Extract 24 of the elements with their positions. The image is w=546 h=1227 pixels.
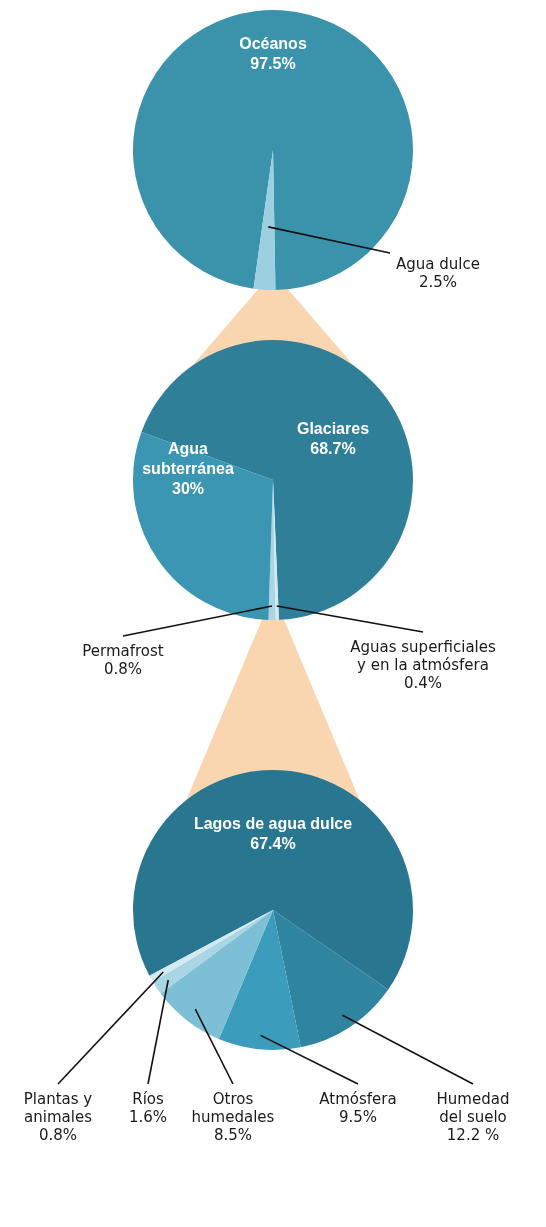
data-label: 12.2 % [446,1125,500,1144]
data-label: 67.4% [250,835,296,853]
data-label: 9.5% [338,1107,378,1126]
slice-label: Plantas y animales [23,1089,93,1126]
data-label: 1.6% [128,1107,168,1126]
slice-label: Humedad del suelo [436,1089,510,1126]
data-label: 97.5% [250,55,296,73]
slice-label: Océanos [239,35,307,53]
slice-label: Aguas superficiales y en la atmósfera [350,637,496,674]
slice-label: Lagos de agua dulce [193,815,353,833]
data-label: 68.7% [310,440,356,458]
slice-label: Ríos [132,1089,164,1108]
data-label: 0.4% [403,673,443,692]
slice-label: Agua subterránea [142,440,234,478]
slice-label: Glaciares [296,420,370,438]
data-label: 8.5% [213,1125,253,1144]
slice-label: Permafrost [82,641,164,660]
data-label: 2.5% [418,272,458,291]
data-label: 30% [171,480,205,498]
data-label: 0.8% [38,1125,78,1144]
slice-label: Otros humedales [191,1089,275,1126]
data-label: 0.8% [103,659,143,678]
slice-label: Agua dulce [396,254,480,273]
slice-label: Atmósfera [319,1089,397,1108]
